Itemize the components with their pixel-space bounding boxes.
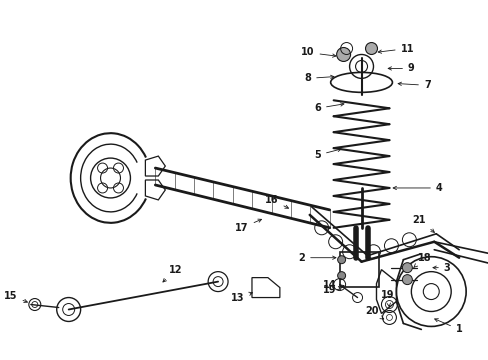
Text: 17: 17 — [235, 219, 261, 233]
Text: 7: 7 — [397, 80, 430, 90]
Text: 21: 21 — [412, 215, 433, 233]
Text: 13: 13 — [231, 292, 252, 302]
Text: 20: 20 — [364, 306, 383, 319]
Text: 8: 8 — [304, 73, 333, 84]
Text: 11: 11 — [377, 44, 413, 54]
Polygon shape — [376, 270, 396, 314]
Text: 14: 14 — [322, 280, 340, 289]
Text: 10: 10 — [301, 48, 335, 58]
Circle shape — [402, 275, 411, 285]
Text: 15: 15 — [4, 291, 27, 302]
Circle shape — [336, 48, 350, 62]
Text: 2: 2 — [298, 253, 335, 263]
Circle shape — [402, 263, 411, 273]
Text: 9: 9 — [387, 63, 414, 73]
Text: 19: 19 — [380, 289, 393, 307]
Text: 3: 3 — [432, 263, 449, 273]
Text: 1: 1 — [434, 319, 462, 334]
Text: 19: 19 — [322, 284, 344, 294]
Circle shape — [365, 42, 377, 54]
Text: 18: 18 — [413, 253, 430, 267]
Circle shape — [337, 256, 345, 264]
Text: 12: 12 — [163, 265, 182, 282]
Circle shape — [337, 272, 345, 280]
Text: 5: 5 — [314, 148, 340, 160]
Text: 4: 4 — [392, 183, 442, 193]
Text: 6: 6 — [314, 103, 343, 113]
Text: 16: 16 — [264, 195, 288, 208]
